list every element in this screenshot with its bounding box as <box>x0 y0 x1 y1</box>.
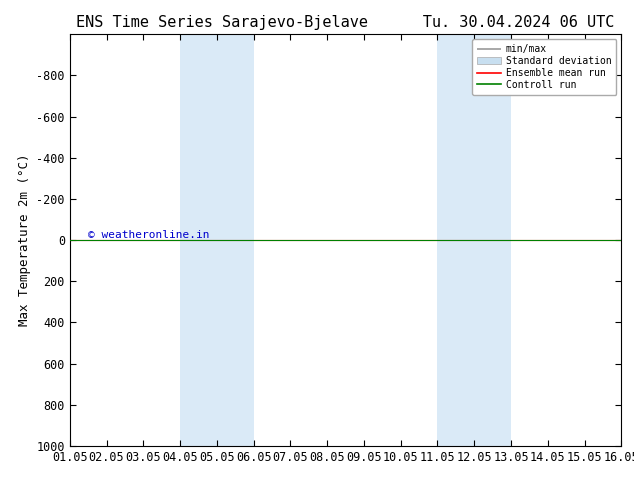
Bar <box>180 34 254 446</box>
Text: © weatheronline.in: © weatheronline.in <box>88 230 210 240</box>
Legend: min/max, Standard deviation, Ensemble mean run, Controll run: min/max, Standard deviation, Ensemble me… <box>472 39 616 95</box>
Title: ENS Time Series Sarajevo-Bjelave      Tu. 30.04.2024 06 UTC: ENS Time Series Sarajevo-Bjelave Tu. 30.… <box>76 15 615 30</box>
Y-axis label: Max Temperature 2m (°C): Max Temperature 2m (°C) <box>18 154 31 326</box>
Bar <box>437 34 511 446</box>
